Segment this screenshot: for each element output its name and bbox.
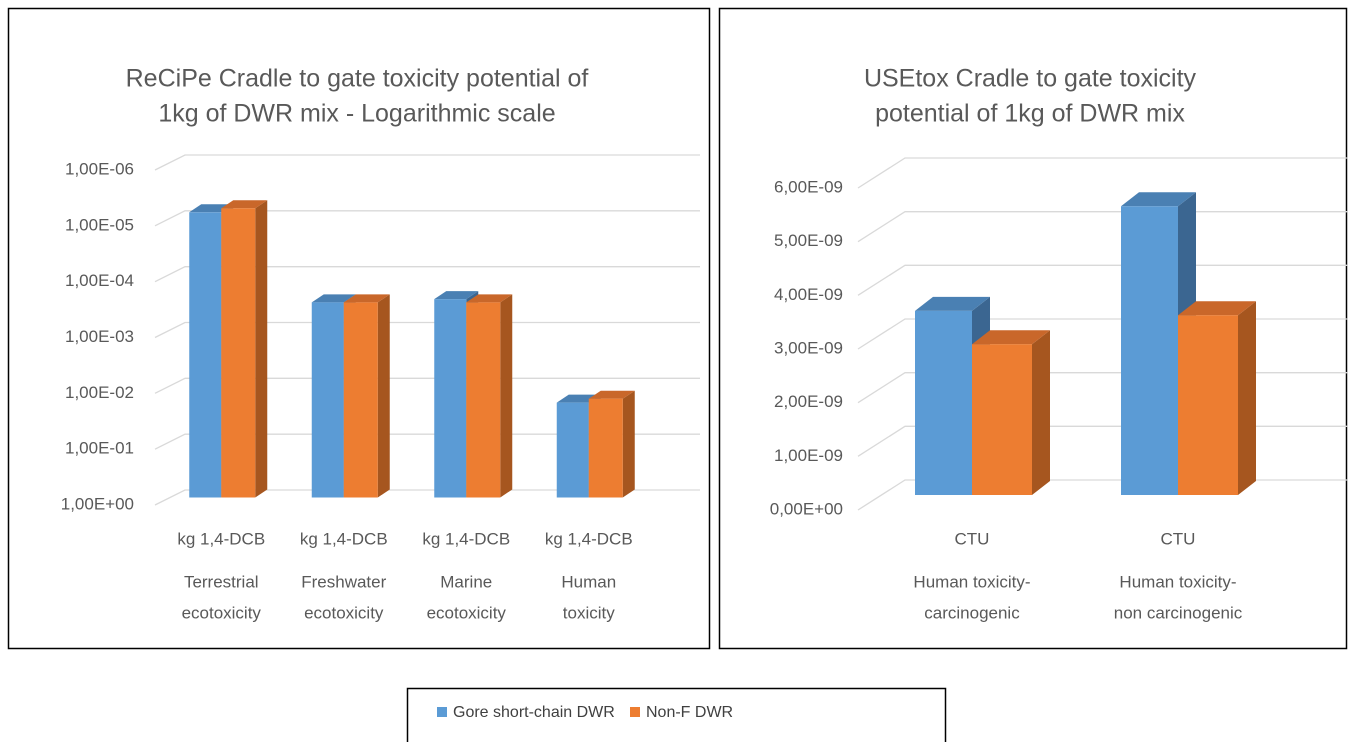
legend-swatch [437,707,447,717]
grid-line [154,489,700,506]
y-tick-label: 1,00E-05 [65,215,134,234]
bar [1178,301,1256,495]
bar-front [466,302,501,498]
legend-frame [406,687,947,742]
x-tick-label: ecotoxicity [182,603,262,622]
x-unit-label: kg 1,4-DCB [300,529,388,548]
y-tick-label: 0,00E+00 [770,499,843,518]
y-tick-label: 6,00E-09 [774,177,843,196]
bar-front [311,302,344,498]
bar-top [1178,301,1256,316]
x-tick-label: Human toxicity- [1119,572,1236,591]
bar-front [1178,315,1238,495]
y-tick-label: 2,00E-09 [774,392,843,411]
bar-front [1121,206,1178,496]
grid-line [154,210,700,227]
chart-title: 1kg of DWR mix - Logarithmic scale [158,100,555,128]
grid-line [857,264,1348,296]
bar-side [1032,330,1050,495]
bar-side [377,294,390,498]
x-tick-label: Marine [440,572,492,591]
legend-label: Gore short-chain DWR [453,704,615,721]
bar-side [1238,301,1256,495]
bar-front [915,310,972,495]
bar [343,294,390,498]
bar-top [972,330,1050,345]
grid-line [154,377,700,394]
x-unit-label: kg 1,4-DCB [422,529,510,548]
legend-label: Non-F DWR [646,704,733,721]
y-tick-label: 1,00E-06 [65,159,134,178]
grid-line [857,157,1348,189]
bar-side [500,294,513,498]
bar-top [1121,192,1196,207]
chart-title: USEtox Cradle to gate toxicity [864,65,1197,93]
x-tick-label: Freshwater [301,572,386,591]
bar [588,390,635,498]
chart-title: potential of 1kg of DWR mix [875,100,1185,128]
bar-side [255,200,268,498]
y-tick-label: 1,00E-04 [65,271,134,290]
grid-line [154,433,700,450]
chart-title: ReCiPe Cradle to gate toxicity potential… [126,65,589,93]
bar-top [915,296,990,311]
bar-front [972,344,1032,495]
bar-front [588,398,623,498]
bar-side [622,390,635,498]
bar-front [434,299,467,498]
bar-top [588,390,635,399]
y-tick-label: 5,00E-09 [774,231,843,250]
grid-line [857,211,1348,243]
grid-line [154,266,700,283]
bar-front [221,208,256,498]
x-unit-label: CTU [955,529,990,548]
bar-top [311,294,356,303]
bar-top [343,294,390,303]
bar [466,294,513,498]
x-tick-label: Human toxicity- [913,572,1030,591]
y-tick-label: 1,00E+00 [61,494,134,513]
bar-front [343,302,378,498]
y-tick-label: 3,00E-09 [774,338,843,357]
y-tick-label: 1,00E-09 [774,446,843,465]
x-tick-label: Human [561,572,616,591]
x-tick-label: ecotoxicity [304,603,384,622]
x-tick-label: ecotoxicity [427,603,507,622]
x-tick-label: toxicity [563,603,615,622]
bar-top [466,294,513,303]
bar [972,330,1050,495]
x-unit-label: kg 1,4-DCB [177,529,265,548]
y-tick-label: 1,00E-02 [65,383,134,402]
y-tick-label: 1,00E-01 [65,439,134,458]
x-tick-label: Terrestrial [184,572,259,591]
grid-line [154,321,700,339]
x-tick-label: carcinogenic [924,603,1020,622]
x-tick-label: non carcinogenic [1114,603,1243,622]
legend-swatch [630,707,640,717]
bar-top [221,200,268,209]
x-unit-label: kg 1,4-DCB [545,529,633,548]
x-unit-label: CTU [1161,529,1196,548]
bar [221,200,268,498]
bar-top [434,291,479,300]
grid-line [154,154,700,171]
bar-front [556,402,589,498]
bar-front [189,212,222,498]
y-tick-label: 4,00E-09 [774,285,843,304]
y-tick-label: 1,00E-03 [65,327,134,346]
